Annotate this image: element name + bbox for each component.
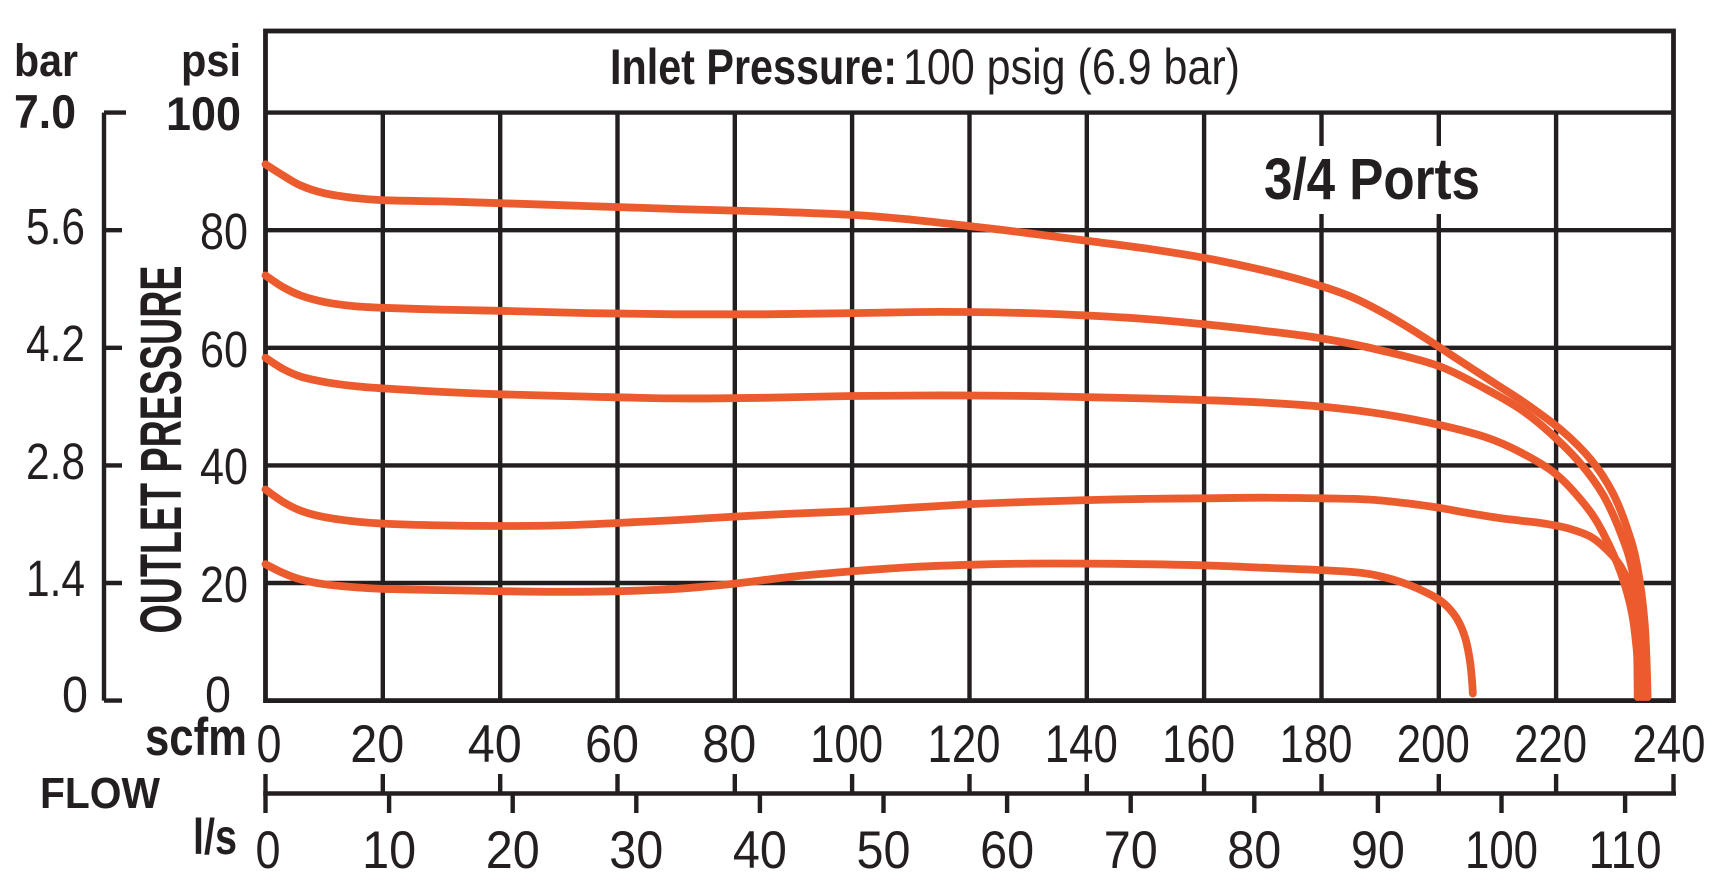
svg-text:180: 180 (1280, 715, 1353, 774)
svg-text:OUTLET PRESSURE: OUTLET PRESSURE (129, 266, 194, 634)
svg-text:40: 40 (468, 715, 522, 774)
svg-text:0: 0 (257, 715, 282, 774)
svg-text:60: 60 (200, 321, 248, 378)
svg-text:120: 120 (928, 715, 1001, 774)
svg-text:0: 0 (256, 821, 281, 880)
svg-text:FLOW: FLOW (40, 769, 160, 818)
svg-text:psi: psi (181, 35, 241, 86)
svg-text:20: 20 (200, 556, 248, 613)
svg-text:bar: bar (14, 35, 78, 86)
svg-text:70: 70 (1104, 821, 1158, 880)
svg-text:100: 100 (810, 715, 883, 774)
svg-text:80: 80 (702, 715, 756, 774)
svg-text:220: 220 (1514, 715, 1587, 774)
svg-text:scfm: scfm (145, 708, 247, 767)
svg-text:10: 10 (362, 821, 416, 880)
svg-text:l/s: l/s (193, 809, 237, 865)
svg-text:4.2: 4.2 (26, 315, 85, 372)
svg-text:5.6: 5.6 (26, 198, 85, 255)
svg-text:90: 90 (1351, 821, 1405, 880)
svg-text:20: 20 (486, 821, 540, 880)
svg-text:2.8: 2.8 (26, 433, 85, 490)
svg-text:240: 240 (1633, 715, 1706, 774)
svg-text:0: 0 (205, 666, 231, 723)
svg-text:100 psig (6.9 bar): 100 psig (6.9 bar) (903, 39, 1240, 95)
svg-text:50: 50 (857, 821, 911, 880)
svg-text:140: 140 (1045, 715, 1118, 774)
svg-text:100: 100 (166, 87, 241, 140)
svg-text:100: 100 (1465, 821, 1538, 880)
svg-text:60: 60 (980, 821, 1034, 880)
svg-text:80: 80 (1227, 821, 1281, 880)
svg-text:7.0: 7.0 (14, 85, 76, 138)
svg-text:0: 0 (62, 666, 88, 723)
svg-text:1.4: 1.4 (26, 550, 85, 607)
svg-text:40: 40 (200, 438, 248, 495)
svg-text:30: 30 (609, 821, 663, 880)
svg-text:20: 20 (350, 715, 404, 774)
svg-text:Inlet Pressure:: Inlet Pressure: (610, 39, 897, 95)
svg-text:200: 200 (1397, 715, 1470, 774)
svg-text:60: 60 (585, 715, 639, 774)
svg-text:40: 40 (733, 821, 787, 880)
svg-text:80: 80 (200, 203, 248, 260)
svg-text:110: 110 (1589, 821, 1662, 880)
svg-text:3/4 Ports: 3/4 Ports (1264, 147, 1480, 212)
svg-text:160: 160 (1162, 715, 1235, 774)
